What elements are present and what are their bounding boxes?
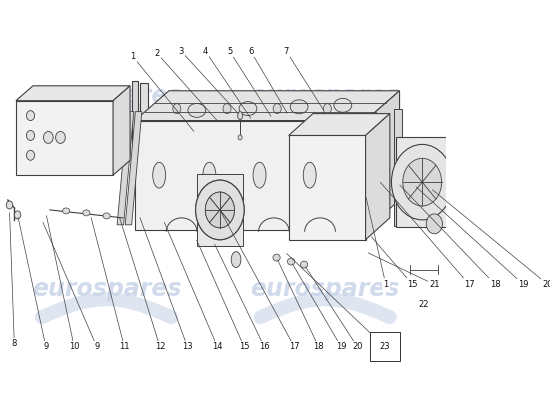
Ellipse shape [253,162,266,188]
Text: 9: 9 [43,342,48,352]
Text: 5: 5 [227,46,232,56]
Text: 12: 12 [155,342,165,352]
Polygon shape [131,81,138,165]
Text: 11: 11 [119,342,130,352]
Polygon shape [135,120,366,230]
Text: eurospares: eurospares [32,84,182,108]
Circle shape [273,104,281,114]
Text: eurospares: eurospares [250,84,400,108]
Ellipse shape [188,104,206,117]
Ellipse shape [239,102,257,116]
Text: eurospares: eurospares [32,277,182,301]
Circle shape [26,150,35,160]
Text: 18: 18 [490,280,500,289]
Ellipse shape [238,135,242,140]
Circle shape [196,180,244,240]
Text: 17: 17 [289,342,300,352]
Text: 1: 1 [130,52,135,60]
Text: 18: 18 [314,342,324,352]
Ellipse shape [273,254,280,261]
Text: 3: 3 [178,46,184,56]
Polygon shape [140,83,148,163]
Polygon shape [125,112,142,225]
Text: 7: 7 [284,46,289,56]
Polygon shape [397,138,448,227]
Text: 8: 8 [12,340,17,348]
Polygon shape [289,114,390,136]
Ellipse shape [300,261,307,268]
Ellipse shape [103,213,110,219]
Circle shape [173,104,181,114]
Text: 20: 20 [542,280,550,289]
Polygon shape [366,114,390,240]
Text: 14: 14 [212,342,223,352]
Polygon shape [197,174,243,246]
Text: 6: 6 [248,46,254,56]
Circle shape [56,132,65,143]
Circle shape [471,193,478,201]
Text: 13: 13 [182,342,193,352]
Circle shape [205,192,234,228]
Text: eurospares: eurospares [250,277,400,301]
Text: 23: 23 [379,342,390,352]
Circle shape [453,158,459,166]
Ellipse shape [231,252,241,268]
Ellipse shape [203,162,216,188]
Polygon shape [135,91,399,120]
Polygon shape [16,101,113,175]
Polygon shape [16,86,130,101]
Circle shape [26,130,35,140]
Text: 20: 20 [352,342,362,352]
Circle shape [196,180,244,240]
Circle shape [426,214,442,234]
Text: 1: 1 [383,280,388,289]
Circle shape [205,192,234,228]
Circle shape [26,111,35,120]
Ellipse shape [334,98,352,112]
Circle shape [6,201,13,209]
Text: 10: 10 [69,342,79,352]
Ellipse shape [82,210,90,216]
Polygon shape [394,109,402,226]
Text: 15: 15 [407,280,418,289]
Text: 4: 4 [203,46,208,56]
Text: 19: 19 [518,280,529,289]
Text: 17: 17 [464,280,475,289]
Text: 21: 21 [429,280,439,289]
Polygon shape [289,136,366,240]
Circle shape [223,104,231,114]
Circle shape [43,132,53,143]
Ellipse shape [290,100,308,114]
Ellipse shape [288,258,295,265]
Text: 19: 19 [336,342,346,352]
Circle shape [466,186,472,194]
Polygon shape [113,86,130,175]
Ellipse shape [153,162,166,188]
Circle shape [459,178,466,186]
Text: 22: 22 [419,300,429,309]
Circle shape [392,144,453,220]
Circle shape [403,158,442,206]
Ellipse shape [238,112,243,120]
Ellipse shape [303,162,316,188]
Text: 2: 2 [154,48,160,58]
Text: 16: 16 [259,342,270,352]
Ellipse shape [63,208,70,214]
Polygon shape [366,91,399,230]
Circle shape [14,211,21,219]
Polygon shape [117,112,134,225]
Text: 9: 9 [94,342,100,352]
Text: 15: 15 [239,342,249,352]
Circle shape [323,104,332,114]
